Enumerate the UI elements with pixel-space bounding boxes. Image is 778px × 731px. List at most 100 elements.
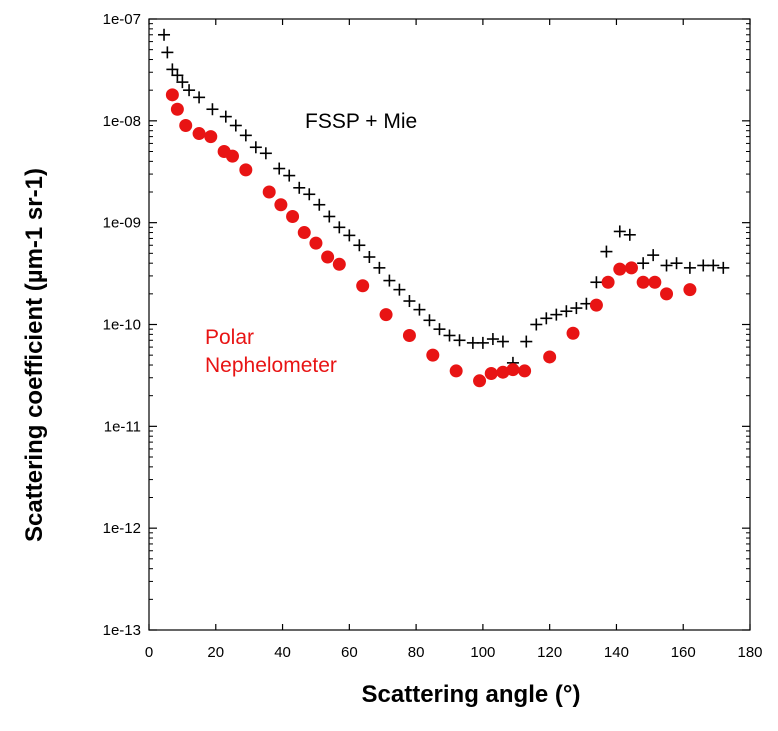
fssp-mie-point (520, 335, 533, 348)
fssp-mie-point (283, 169, 296, 182)
fssp-mie-point (383, 274, 396, 287)
y-tick-label: 1e-12 (103, 520, 141, 537)
polar-nephelometer-series (165, 88, 697, 388)
fssp-mie-point (259, 147, 272, 160)
y-tick-label: 1e-10 (103, 317, 141, 334)
polar-nephelometer-point (179, 118, 193, 132)
fssp-mie-point (183, 84, 196, 97)
fssp-mie-point (623, 228, 636, 241)
legend-polar-nephelometer: Polar Nephelometer (205, 326, 337, 377)
fssp-mie-point (206, 103, 219, 116)
polar-nephelometer-point (683, 283, 697, 297)
y-tick-label: 1e-13 (103, 622, 141, 639)
x-tick-label: 0 (145, 644, 153, 661)
polar-nephelometer-point (321, 250, 335, 264)
polar-nephelometer-point (660, 287, 674, 301)
fssp-mie-point (249, 141, 262, 154)
polar-nephelometer-point (566, 326, 580, 340)
fssp-mie-point (273, 162, 286, 175)
x-tick-label: 20 (207, 644, 224, 661)
fssp-mie-point (423, 314, 436, 327)
fssp-mie-point (600, 245, 613, 258)
x-axis-title: Scattering angle (°) (362, 681, 581, 708)
fssp-mie-point (193, 91, 206, 104)
fssp-mie-point (660, 259, 673, 272)
fssp-mie-point (433, 323, 446, 336)
fssp-mie-point (166, 63, 179, 76)
fssp-mie-point (540, 312, 553, 325)
fssp-mie-point (373, 261, 386, 274)
plot-frame (148, 18, 751, 631)
fssp-mie-point (550, 308, 563, 321)
fssp-mie-point (697, 259, 710, 272)
fssp-mie-point (333, 221, 346, 234)
polar-nephelometer-point (262, 185, 276, 199)
polar-nephelometer-point (297, 226, 311, 240)
fssp-mie-point (303, 188, 316, 201)
fssp-mie-point (239, 129, 252, 142)
polar-nephelometer-point (601, 275, 615, 289)
y-tick-label: 1e-11 (104, 418, 141, 435)
polar-nephelometer-point (636, 275, 650, 289)
fssp-mie-point (171, 69, 184, 82)
fssp-mie-point (590, 276, 603, 289)
polar-nephelometer-point (613, 262, 627, 276)
fssp-mie-point (393, 283, 406, 296)
fssp-mie-point (560, 305, 573, 318)
polar-nephelometer-point (473, 374, 487, 388)
fssp-mie-point (403, 295, 416, 308)
fssp-mie-point (530, 318, 543, 331)
polar-nephelometer-point (624, 261, 638, 275)
polar-nephelometer-point (286, 209, 300, 223)
fssp-mie-point (647, 249, 660, 262)
fssp-mie-point (158, 28, 171, 41)
x-tick-label: 120 (537, 644, 562, 661)
x-tick-label: 60 (341, 644, 358, 661)
y-tick-label: 1e-09 (103, 215, 141, 232)
x-tick-labels: 0 20 40 60 80 100 120 140 160 180 (145, 644, 763, 661)
polar-nephelometer-point (379, 308, 393, 322)
fssp-mie-point (683, 261, 696, 274)
polar-nephelometer-point (332, 257, 346, 271)
fssp-mie-point (343, 229, 356, 242)
x-tick-label: 80 (408, 644, 425, 661)
polar-nephelometer-point (165, 88, 179, 102)
fssp-mie-point (293, 181, 306, 194)
polar-nephelometer-point (543, 350, 557, 364)
fssp-mie-point (466, 336, 479, 349)
polar-nephelometer-point (518, 364, 532, 378)
polar-nephelometer-point (589, 298, 603, 312)
legend-fssp-mie: FSSP + Mie (305, 110, 417, 133)
fssp-mie-point (453, 334, 466, 347)
x-tick-label: 40 (274, 644, 291, 661)
fssp-mie-series (158, 28, 730, 369)
x-tick-label: 180 (737, 644, 762, 661)
fssp-mie-point (637, 257, 650, 270)
y-tick-label: 1e-08 (103, 113, 141, 130)
x-tick-label: 100 (470, 644, 495, 661)
fssp-mie-point (363, 251, 376, 264)
polar-nephelometer-point (426, 348, 440, 362)
fssp-mie-point (443, 329, 456, 342)
fssp-mie-point (486, 333, 499, 346)
polar-nephelometer-point (506, 363, 520, 377)
polar-nephelometer-point (239, 163, 253, 177)
polar-nephelometer-point (402, 328, 416, 342)
fssp-mie-point (717, 261, 730, 274)
x-tick-label: 140 (604, 644, 629, 661)
polar-nephelometer-point (225, 149, 239, 163)
fssp-mie-point (353, 239, 366, 252)
fssp-mie-point (707, 259, 720, 272)
polar-nephelometer-point (192, 127, 206, 141)
fssp-mie-point (413, 303, 426, 316)
fssp-mie-point (670, 257, 683, 270)
fssp-mie-point (570, 302, 583, 315)
polar-nephelometer-point (204, 130, 218, 144)
polar-nephelometer-point (496, 365, 510, 379)
polar-nephelometer-point (309, 236, 323, 250)
fssp-mie-point (323, 210, 336, 223)
fssp-mie-point (176, 76, 189, 89)
minor-ticks (149, 23, 750, 600)
y-tick-label: 1e-07 (103, 11, 141, 28)
polar-nephelometer-point (356, 279, 370, 293)
